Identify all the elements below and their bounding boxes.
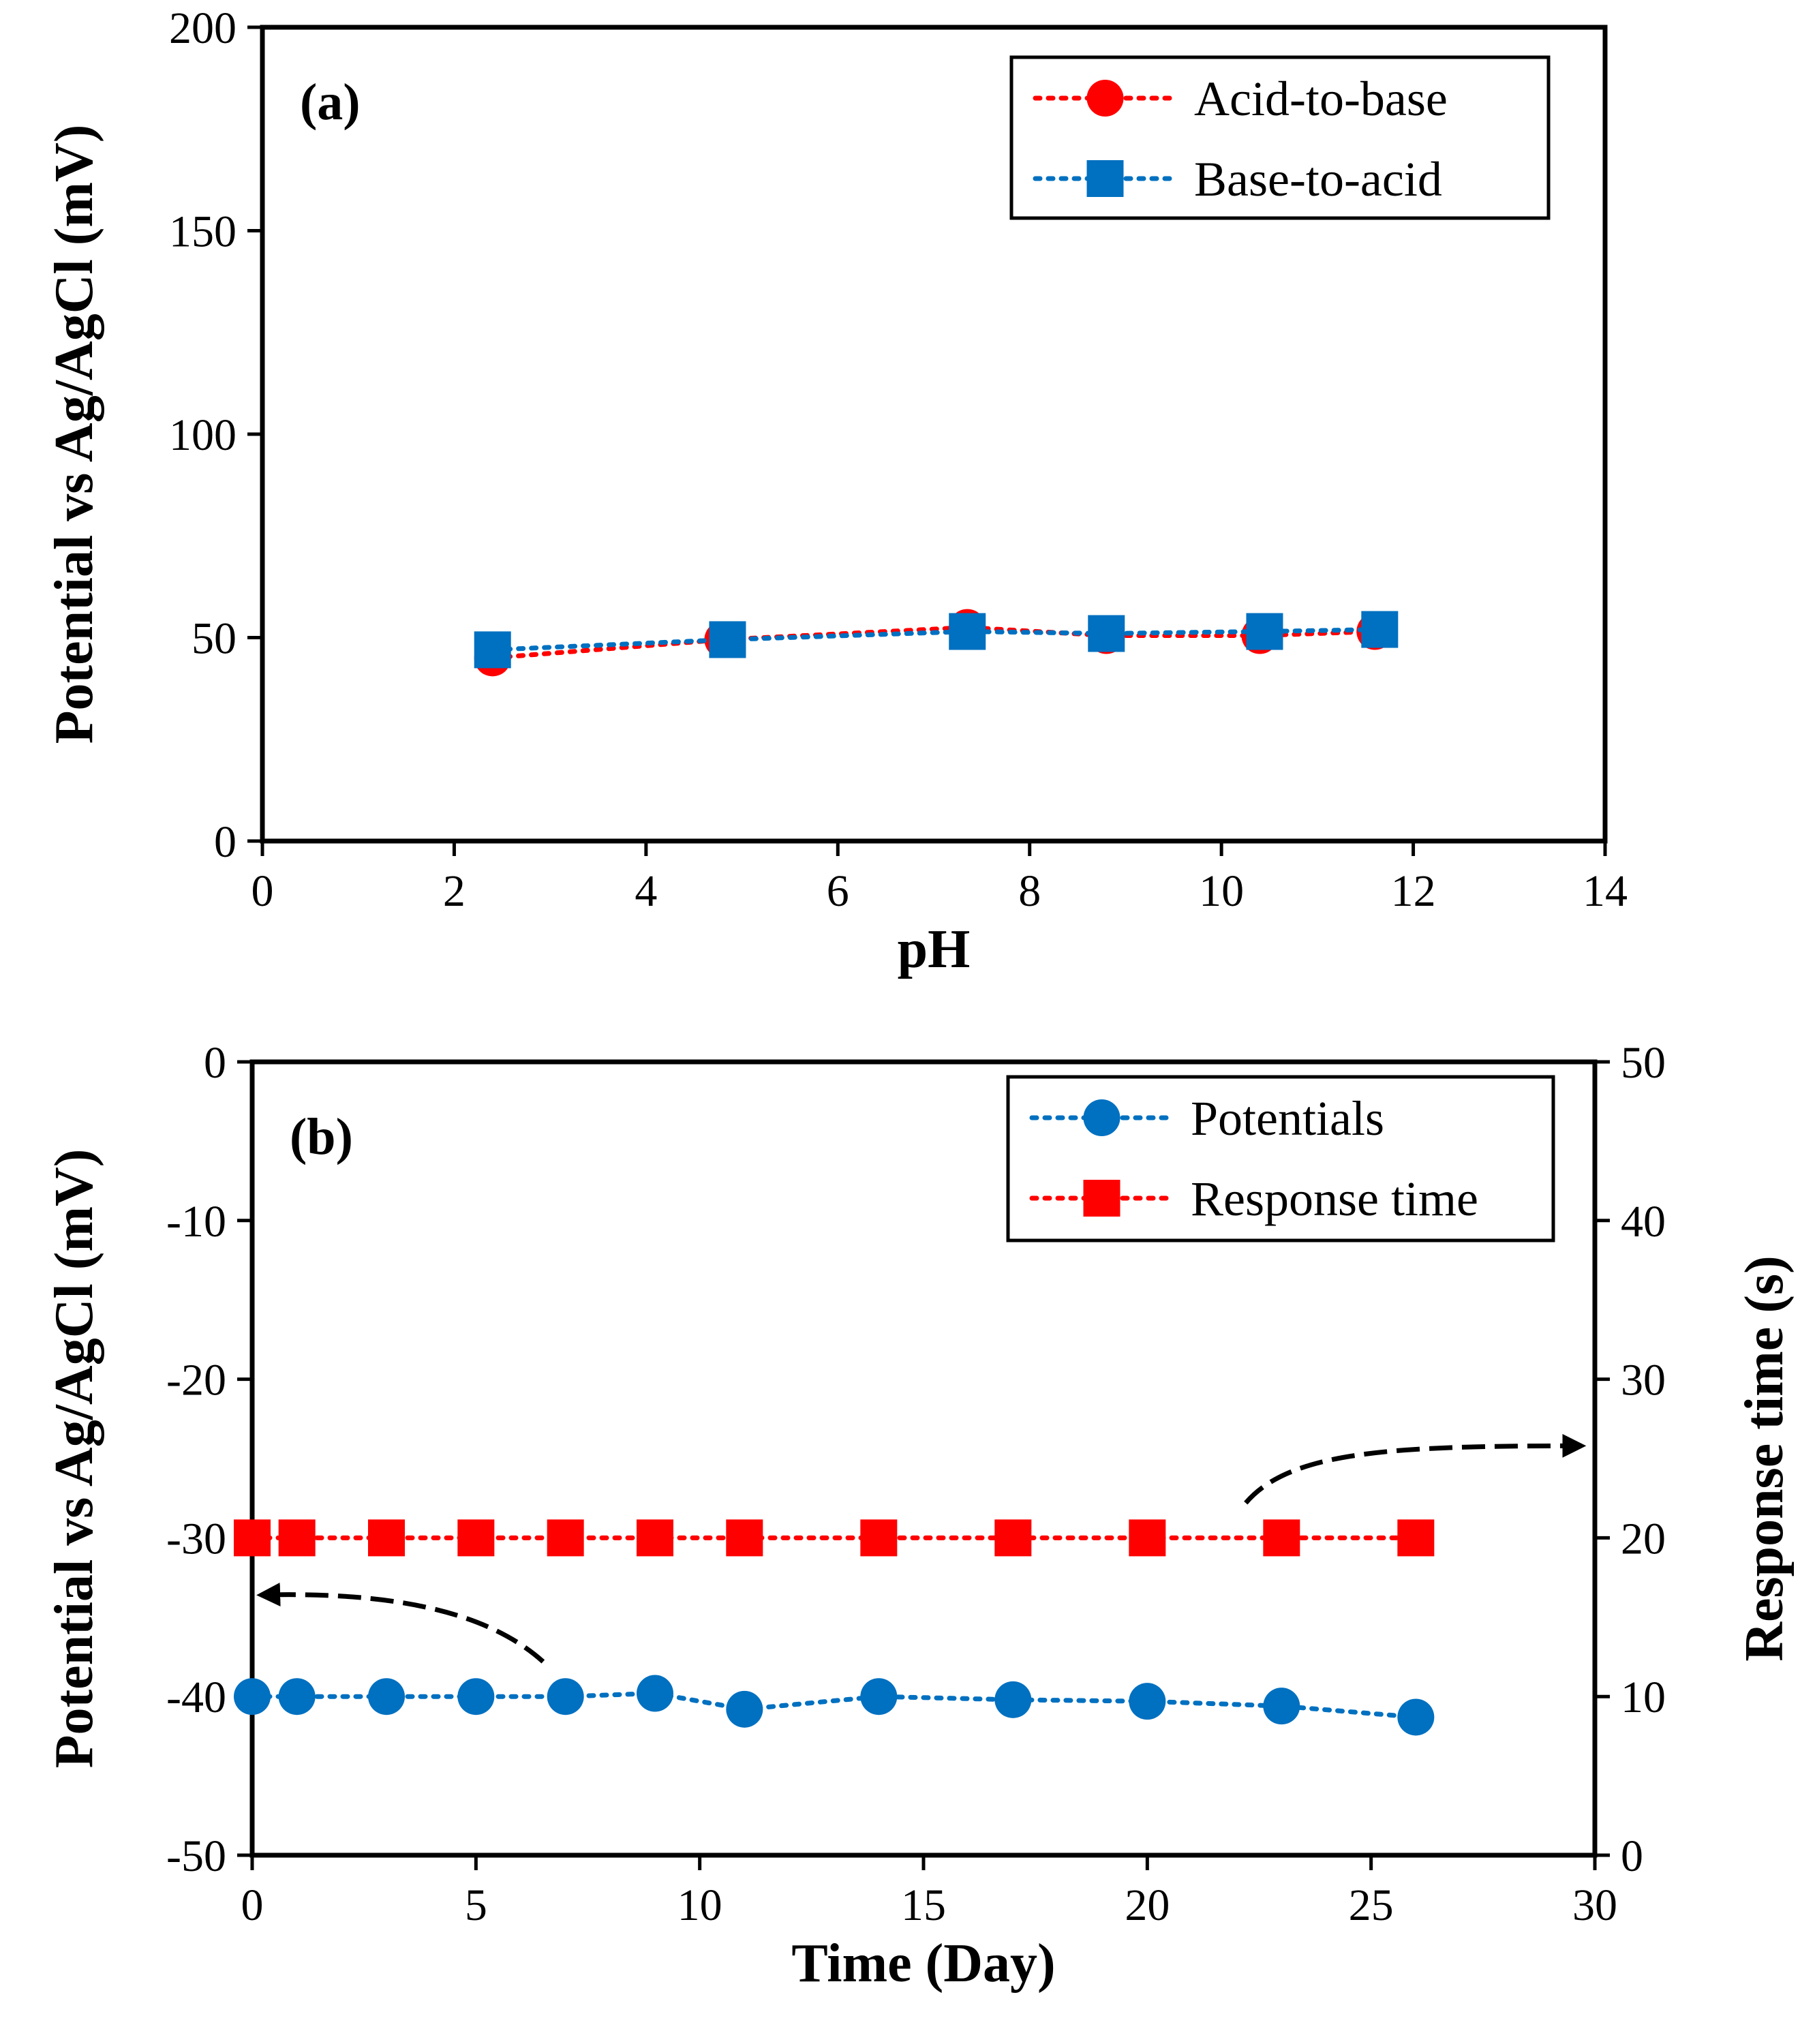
y-tick-label: 0 [204, 1038, 226, 1088]
x-tick-label: 4 [635, 866, 657, 916]
y-axis-title: Potential vs Ag/AgCl (mV) [44, 1149, 104, 1769]
legend-marker [1083, 1099, 1120, 1136]
data-point [474, 631, 511, 669]
x-tick-label: 5 [465, 1880, 487, 1930]
data-point [457, 1678, 495, 1715]
panel-label: (a) [300, 74, 361, 131]
data-point [547, 1519, 584, 1557]
x-tick-label: 20 [1125, 1880, 1170, 1930]
chart-panel-a: 0 2 4 6 8 10 12 14 0 50 100 150 200 pH Potential vs Ag… [44, 3, 1628, 979]
data-point [1361, 611, 1399, 648]
legend-label: Base-to-acid [1194, 152, 1442, 207]
series-line-base-to-acid [490, 627, 1382, 652]
data-point [949, 613, 986, 650]
y-tick-label: -40 [166, 1673, 226, 1722]
data-point [234, 1519, 271, 1557]
data-point [637, 1519, 673, 1557]
y2-tick-label: 20 [1621, 1514, 1666, 1563]
y2-tick-label: 10 [1621, 1673, 1666, 1722]
series-line-potentials [249, 1690, 1418, 1720]
legend-marker [1086, 80, 1124, 117]
legend-label: Acid-to-base [1194, 72, 1448, 126]
y-tick-label: 150 [169, 207, 237, 257]
data-point [457, 1519, 495, 1557]
legend-label: Response time [1191, 1172, 1478, 1226]
y-tick-label: -20 [166, 1356, 226, 1405]
data-point [860, 1519, 898, 1557]
x-tick-label: 14 [1583, 866, 1628, 916]
x-tick-label: 6 [827, 866, 849, 916]
data-point [1263, 1519, 1300, 1557]
data-point [1129, 1519, 1166, 1557]
data-point [709, 621, 746, 658]
data-point [234, 1678, 271, 1715]
data-point [726, 1519, 763, 1557]
x-tick-label: 10 [1199, 866, 1244, 916]
legend-label: Potentials [1191, 1091, 1384, 1146]
legend-marker [1083, 1180, 1120, 1217]
x-tick-label: 15 [901, 1880, 946, 1930]
data-point [637, 1675, 673, 1712]
y2-tick-label: 50 [1621, 1038, 1666, 1088]
legend-marker [1086, 160, 1124, 197]
data-point [278, 1519, 316, 1557]
x-tick-label: 25 [1349, 1880, 1394, 1930]
x-tick-label: 12 [1391, 866, 1436, 916]
data-point [994, 1681, 1032, 1718]
y-tick-label: 0 [214, 817, 237, 867]
x-axis-title: pH [898, 919, 971, 979]
annotation-arrow-right-axis [1244, 1433, 1587, 1505]
x-tick-label: 10 [677, 1880, 722, 1930]
data-point [1263, 1688, 1300, 1725]
data-point [1088, 615, 1125, 652]
y-tick-label: 50 [192, 614, 237, 664]
data-point [547, 1678, 584, 1715]
x-tick-label: 2 [443, 866, 466, 916]
data-point [1397, 1519, 1435, 1557]
x-axis-title: Time (Day) [791, 1934, 1055, 1994]
x-tick-label: 8 [1018, 866, 1041, 916]
x-tick-label: 0 [251, 866, 274, 916]
panel-label: (b) [290, 1108, 353, 1165]
data-point [278, 1678, 316, 1715]
y-tick-label: 100 [169, 410, 237, 460]
y2-axis-title: Response time (s) [1735, 1255, 1795, 1661]
chart-panel-b: 0 5 10 15 20 25 30 -50 -40 -30 -20 -10 0 0 10 20 30 40 50 T… [44, 1038, 1795, 1994]
data-point [368, 1519, 405, 1557]
x-tick-label: 30 [1572, 1880, 1617, 1930]
data-point [726, 1690, 763, 1728]
y2-tick-label: 30 [1621, 1356, 1666, 1405]
data-point [1246, 613, 1283, 650]
y2-tick-label: 40 [1621, 1197, 1666, 1247]
data-point [860, 1678, 898, 1715]
y-axis-title: Potential vs Ag/AgCl (mV) [44, 125, 104, 744]
y-tick-label: -10 [166, 1197, 226, 1247]
y-tick-label: 200 [169, 3, 237, 53]
data-point [994, 1519, 1032, 1557]
y2-tick-label: 0 [1621, 1831, 1643, 1881]
data-point [1397, 1698, 1435, 1736]
y-tick-label: -30 [166, 1514, 226, 1563]
x-tick-label: 0 [241, 1880, 264, 1930]
annotation-arrow-left-axis [256, 1583, 545, 1664]
y-tick-label: -50 [166, 1831, 226, 1881]
data-point [1129, 1683, 1166, 1720]
data-point [368, 1678, 405, 1715]
